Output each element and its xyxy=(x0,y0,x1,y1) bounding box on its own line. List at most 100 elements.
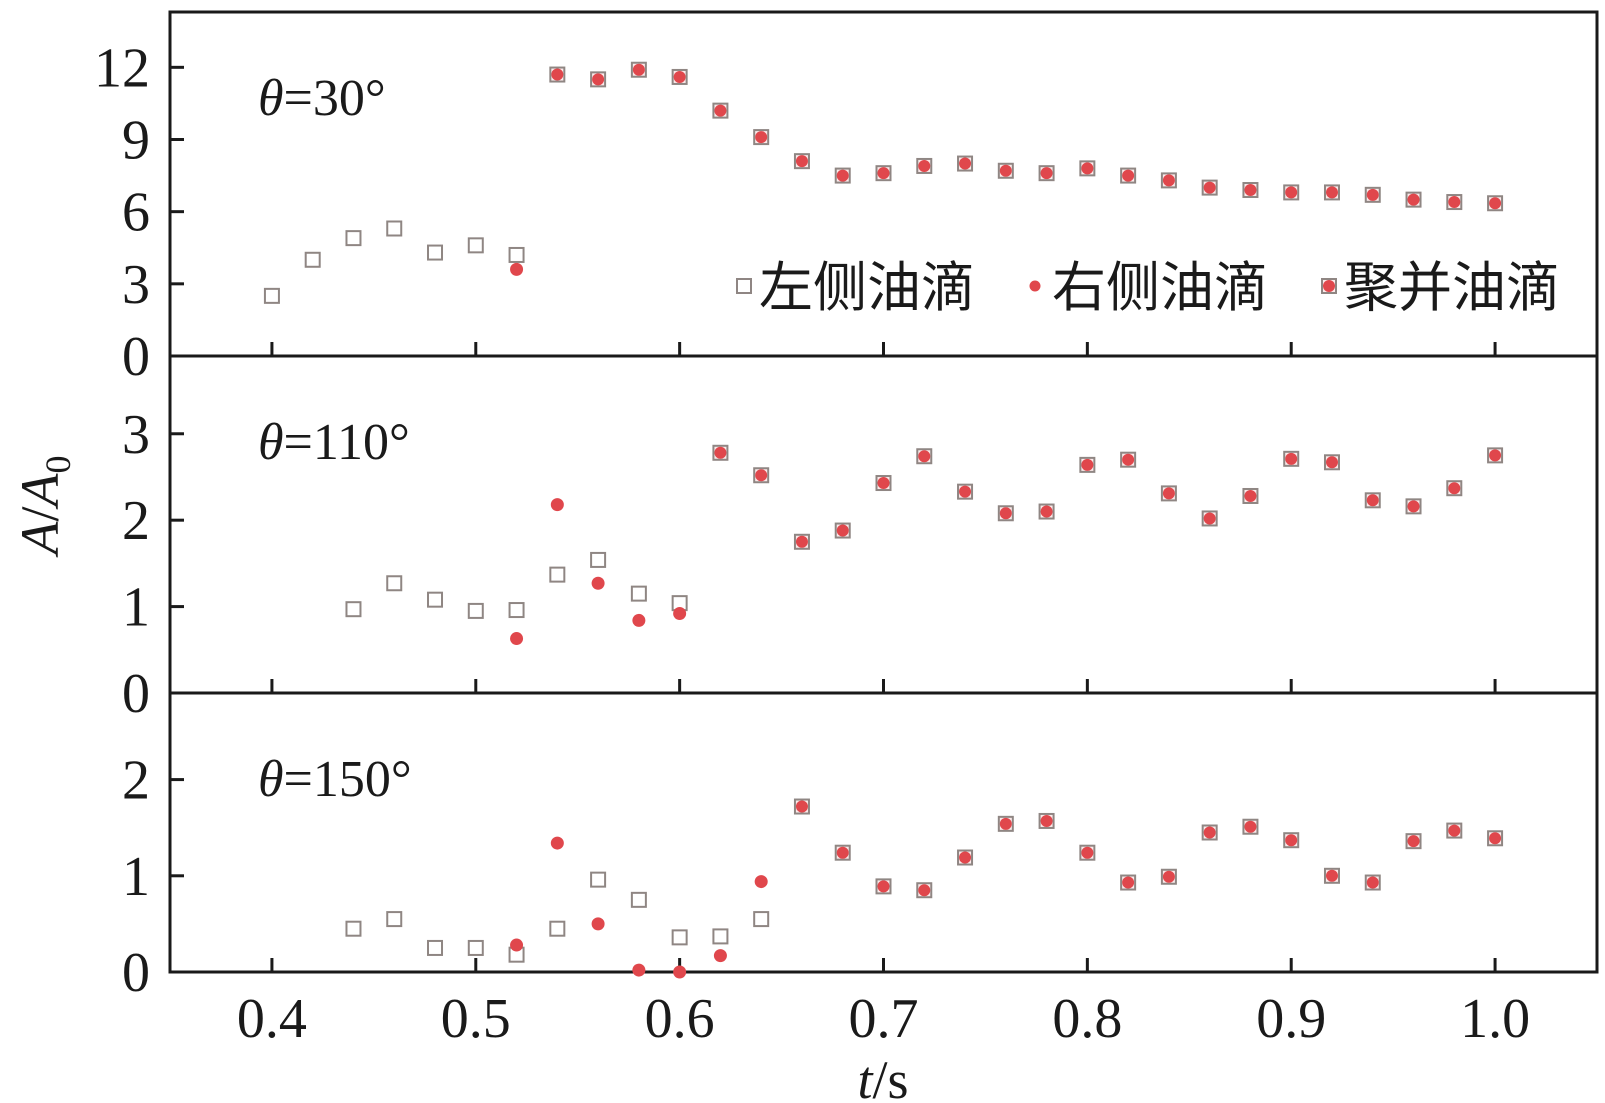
merged-droplet-point xyxy=(753,129,770,146)
merged-marker-dot xyxy=(1203,181,1216,194)
left-droplet-point xyxy=(427,244,444,261)
merged-droplet-point xyxy=(916,157,933,174)
y-tick-label: 3 xyxy=(122,404,150,466)
merged-droplet-point xyxy=(1364,186,1381,203)
y-tick-label: 2 xyxy=(122,490,150,552)
merged-marker-dot xyxy=(1122,169,1135,182)
left-droplet-point xyxy=(508,602,525,619)
merged-marker-dot xyxy=(918,159,931,172)
left-droplet-point xyxy=(386,220,403,237)
legend-marker-merged xyxy=(1321,278,1337,294)
y-tick-label: 0 xyxy=(122,663,150,725)
merged-droplet-point xyxy=(997,162,1014,179)
merged-droplet-point xyxy=(1201,510,1218,527)
merged-marker-dot xyxy=(1285,186,1298,199)
left-droplet-point xyxy=(508,246,525,263)
merged-marker-dot xyxy=(592,73,605,86)
panel-3: 0 1 2 θ=150° xyxy=(122,691,1599,1004)
merged-droplet-point xyxy=(1323,454,1340,471)
legend-marker-right xyxy=(1029,280,1041,292)
merged-marker-dot xyxy=(714,104,727,117)
merged-droplet-point xyxy=(1283,832,1300,849)
merged-marker-dot xyxy=(1040,505,1053,518)
x-axis-unit: /s xyxy=(872,1050,908,1103)
merged-droplet-point xyxy=(1283,184,1300,201)
merged-droplet-point xyxy=(1446,194,1463,211)
merged-droplet-point xyxy=(1120,451,1137,468)
merged-marker-dot xyxy=(1407,500,1420,513)
y-tick-label: 9 xyxy=(122,109,150,171)
merged-marker-dot xyxy=(836,524,849,537)
merged-droplet-point xyxy=(1038,503,1055,520)
merged-marker-dot xyxy=(918,884,931,897)
merged-droplet-point xyxy=(712,102,729,119)
merged-marker-dot xyxy=(795,535,808,548)
merged-marker-dot xyxy=(1040,167,1053,180)
merged-droplet-point xyxy=(1446,480,1463,497)
y-tick-label: 6 xyxy=(122,182,150,244)
merged-marker-dot xyxy=(1162,174,1175,187)
merged-droplet-point xyxy=(793,798,810,815)
merged-marker-dot xyxy=(999,507,1012,520)
left-droplet-point xyxy=(753,911,770,928)
merged-droplet-point xyxy=(834,844,851,861)
merged-droplet-point xyxy=(1160,172,1177,189)
merged-marker-dot xyxy=(1162,870,1175,883)
merged-droplet-point xyxy=(875,878,892,895)
merged-droplet-point xyxy=(1242,818,1259,835)
merged-droplet-point xyxy=(712,444,729,461)
merged-marker-dot xyxy=(632,63,645,76)
merged-droplet-point xyxy=(997,505,1014,522)
left-droplet-point xyxy=(467,939,484,956)
merged-marker-dot xyxy=(1244,184,1257,197)
left-droplet-point xyxy=(590,551,607,568)
legend-label-merged: 聚并油滴 xyxy=(1344,258,1560,318)
x-axis-variable: t xyxy=(857,1050,874,1103)
right-droplet-point xyxy=(550,498,564,512)
y-axis-variable: A xyxy=(10,521,70,558)
merged-droplet-point xyxy=(671,68,688,85)
merged-droplet-point xyxy=(916,882,933,899)
merged-marker-dot xyxy=(877,167,890,180)
x-tick-label: 0.5 xyxy=(441,988,511,1050)
legend-label-right: 右侧油滴 xyxy=(1052,258,1268,318)
panel-label: θ=110° xyxy=(258,414,410,471)
merged-marker-dot xyxy=(1325,186,1338,199)
right-droplet-point xyxy=(632,963,646,977)
merged-marker-dot xyxy=(959,851,972,864)
merged-marker-dot xyxy=(1285,452,1298,465)
right-droplet-point xyxy=(713,949,727,963)
merged-marker-dot xyxy=(714,446,727,459)
merged-marker-dot xyxy=(918,450,931,463)
merged-marker-dot xyxy=(1081,458,1094,471)
merged-marker-dot xyxy=(795,800,808,813)
merged-marker-dot xyxy=(1448,482,1461,495)
merged-marker-dot xyxy=(755,469,768,482)
left-droplet-point xyxy=(467,602,484,619)
merged-marker-dot xyxy=(959,485,972,498)
right-droplet-point xyxy=(510,632,524,646)
merged-marker-dot xyxy=(1040,814,1053,827)
merged-marker-dot xyxy=(1366,188,1379,201)
panel-1: 0 3 6 9 12 θ=30° xyxy=(94,10,1599,388)
left-droplet-point xyxy=(345,230,362,247)
y-tick-label: 3 xyxy=(122,254,150,316)
merged-marker-dot xyxy=(1407,193,1420,206)
merged-droplet-point xyxy=(834,522,851,539)
merged-droplet-point xyxy=(1038,165,1055,182)
merged-droplet-point xyxy=(1283,450,1300,467)
merged-droplet-point xyxy=(916,448,933,465)
left-droplet-point xyxy=(712,928,729,945)
right-droplet-point xyxy=(754,875,768,889)
merged-droplet-point xyxy=(1364,492,1381,509)
merged-marker-dot xyxy=(1325,869,1338,882)
x-tick-label: 0.6 xyxy=(645,988,715,1050)
merged-droplet-point xyxy=(793,153,810,170)
y-tick-label: 1 xyxy=(122,577,150,639)
y-tick-label: 2 xyxy=(122,750,150,812)
theta-symbol: θ xyxy=(258,751,284,808)
left-droplet-point xyxy=(386,911,403,928)
merged-marker-dot xyxy=(1081,162,1094,175)
plot-frame xyxy=(168,354,1599,695)
merged-marker-dot xyxy=(795,155,808,168)
